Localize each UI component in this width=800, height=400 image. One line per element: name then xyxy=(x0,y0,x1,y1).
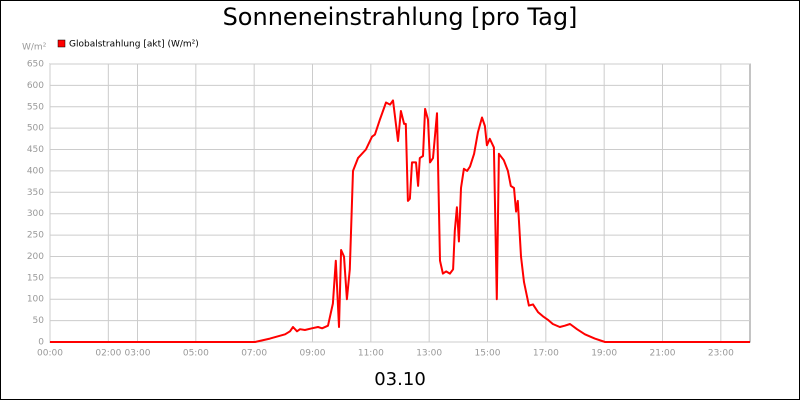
y-tick-label: 300 xyxy=(27,209,44,219)
y-tick-label: 50 xyxy=(33,316,45,326)
x-tick-label: 21:00 xyxy=(650,349,676,359)
y-tick-label: 650 xyxy=(27,60,44,70)
y-tick-label: 500 xyxy=(27,124,44,134)
x-tick-label: 09:00 xyxy=(300,349,326,359)
x-tick-label: 07:00 xyxy=(241,349,267,359)
x-tick-label: 19:00 xyxy=(591,349,617,359)
y-unit: W/m² xyxy=(22,43,47,53)
legend-swatch xyxy=(57,39,66,48)
x-tick-label: 05:00 xyxy=(183,349,209,359)
x-tick-label: 15:00 xyxy=(475,349,501,359)
y-tick-label: 400 xyxy=(27,166,44,176)
y-tick-label: 350 xyxy=(27,188,44,198)
chart-title: Sonneneinstrahlung [pro Tag] xyxy=(223,3,578,31)
y-tick-label: 0 xyxy=(38,338,44,348)
data-line xyxy=(50,99,750,343)
plot-area xyxy=(49,63,751,343)
y-tick-label: 150 xyxy=(27,273,44,283)
y-tick-label: 550 xyxy=(27,102,44,112)
x-tick-label: 00:00 xyxy=(37,349,63,359)
legend-label: Globalstrahlung [akt] (W/m²) xyxy=(69,40,199,50)
x-tick-label: 02:00 xyxy=(95,349,121,359)
x-tick-label: 23:00 xyxy=(708,349,734,359)
x-tick-label: 17:00 xyxy=(533,349,559,359)
x-tick-label: 13:00 xyxy=(416,349,442,359)
y-tick-label: 100 xyxy=(27,295,44,305)
footer-date: 03.10 xyxy=(374,369,426,390)
y-tick-label: 450 xyxy=(27,145,44,155)
x-tick-label: 11:00 xyxy=(358,349,384,359)
y-tick-label: 600 xyxy=(27,81,44,91)
y-tick-label: 250 xyxy=(27,231,44,241)
y-tick-label: 200 xyxy=(27,252,44,262)
x-tick-label: 03:00 xyxy=(125,349,151,359)
